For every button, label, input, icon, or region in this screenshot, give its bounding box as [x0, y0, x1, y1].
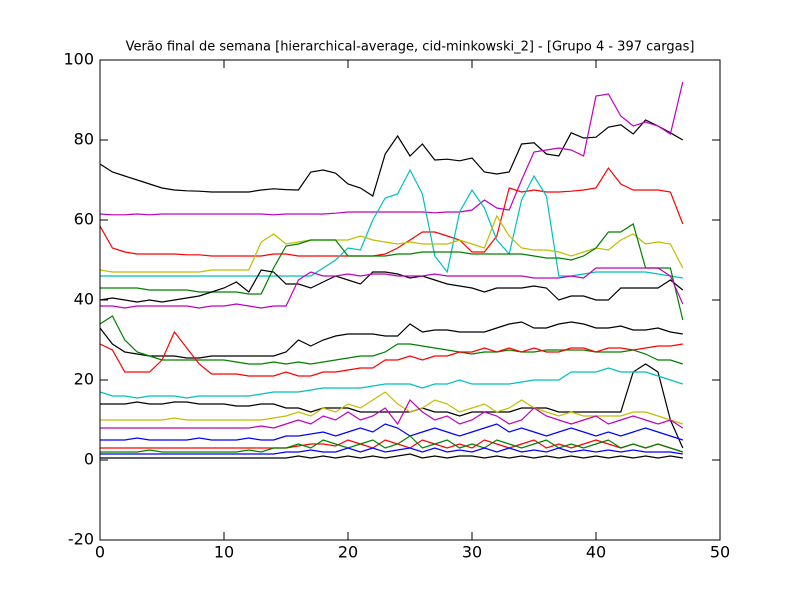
x-tick-label: 30 — [462, 543, 482, 562]
chart-title: Verão final de semana [hierarchical-aver… — [126, 40, 695, 55]
data-line — [100, 399, 684, 429]
data-line — [100, 119, 684, 197]
y-tick-label: -20 — [68, 530, 94, 549]
y-tick-label: 0 — [84, 450, 94, 469]
data-line — [100, 168, 683, 279]
x-tick-label: 10 — [214, 543, 234, 562]
data-line — [100, 214, 684, 273]
y-tick-label: 80 — [74, 130, 94, 149]
data-line — [100, 447, 683, 455]
y-tick-label: 40 — [74, 290, 94, 309]
data-line — [100, 321, 683, 359]
data-line — [100, 439, 683, 453]
data-line — [100, 367, 683, 399]
data-line — [100, 81, 684, 216]
x-tick-label: 40 — [586, 543, 606, 562]
data-line — [100, 363, 684, 449]
data-line — [100, 223, 684, 321]
plot-lines — [100, 81, 684, 459]
x-tick-label: 0 — [95, 543, 105, 562]
y-tick-label: 20 — [74, 370, 94, 389]
y-tick-label: 60 — [74, 210, 94, 229]
data-line — [100, 435, 683, 453]
data-line — [100, 453, 683, 459]
x-tick-label: 50 — [710, 543, 730, 562]
data-line — [100, 330, 683, 377]
data-line — [100, 315, 683, 365]
data-line — [100, 267, 684, 309]
data-line — [100, 269, 684, 303]
data-line — [100, 423, 683, 441]
x-tick-label: 20 — [338, 543, 358, 562]
data-line — [100, 166, 684, 257]
data-line — [100, 391, 683, 425]
y-tick-label: 100 — [63, 50, 94, 69]
